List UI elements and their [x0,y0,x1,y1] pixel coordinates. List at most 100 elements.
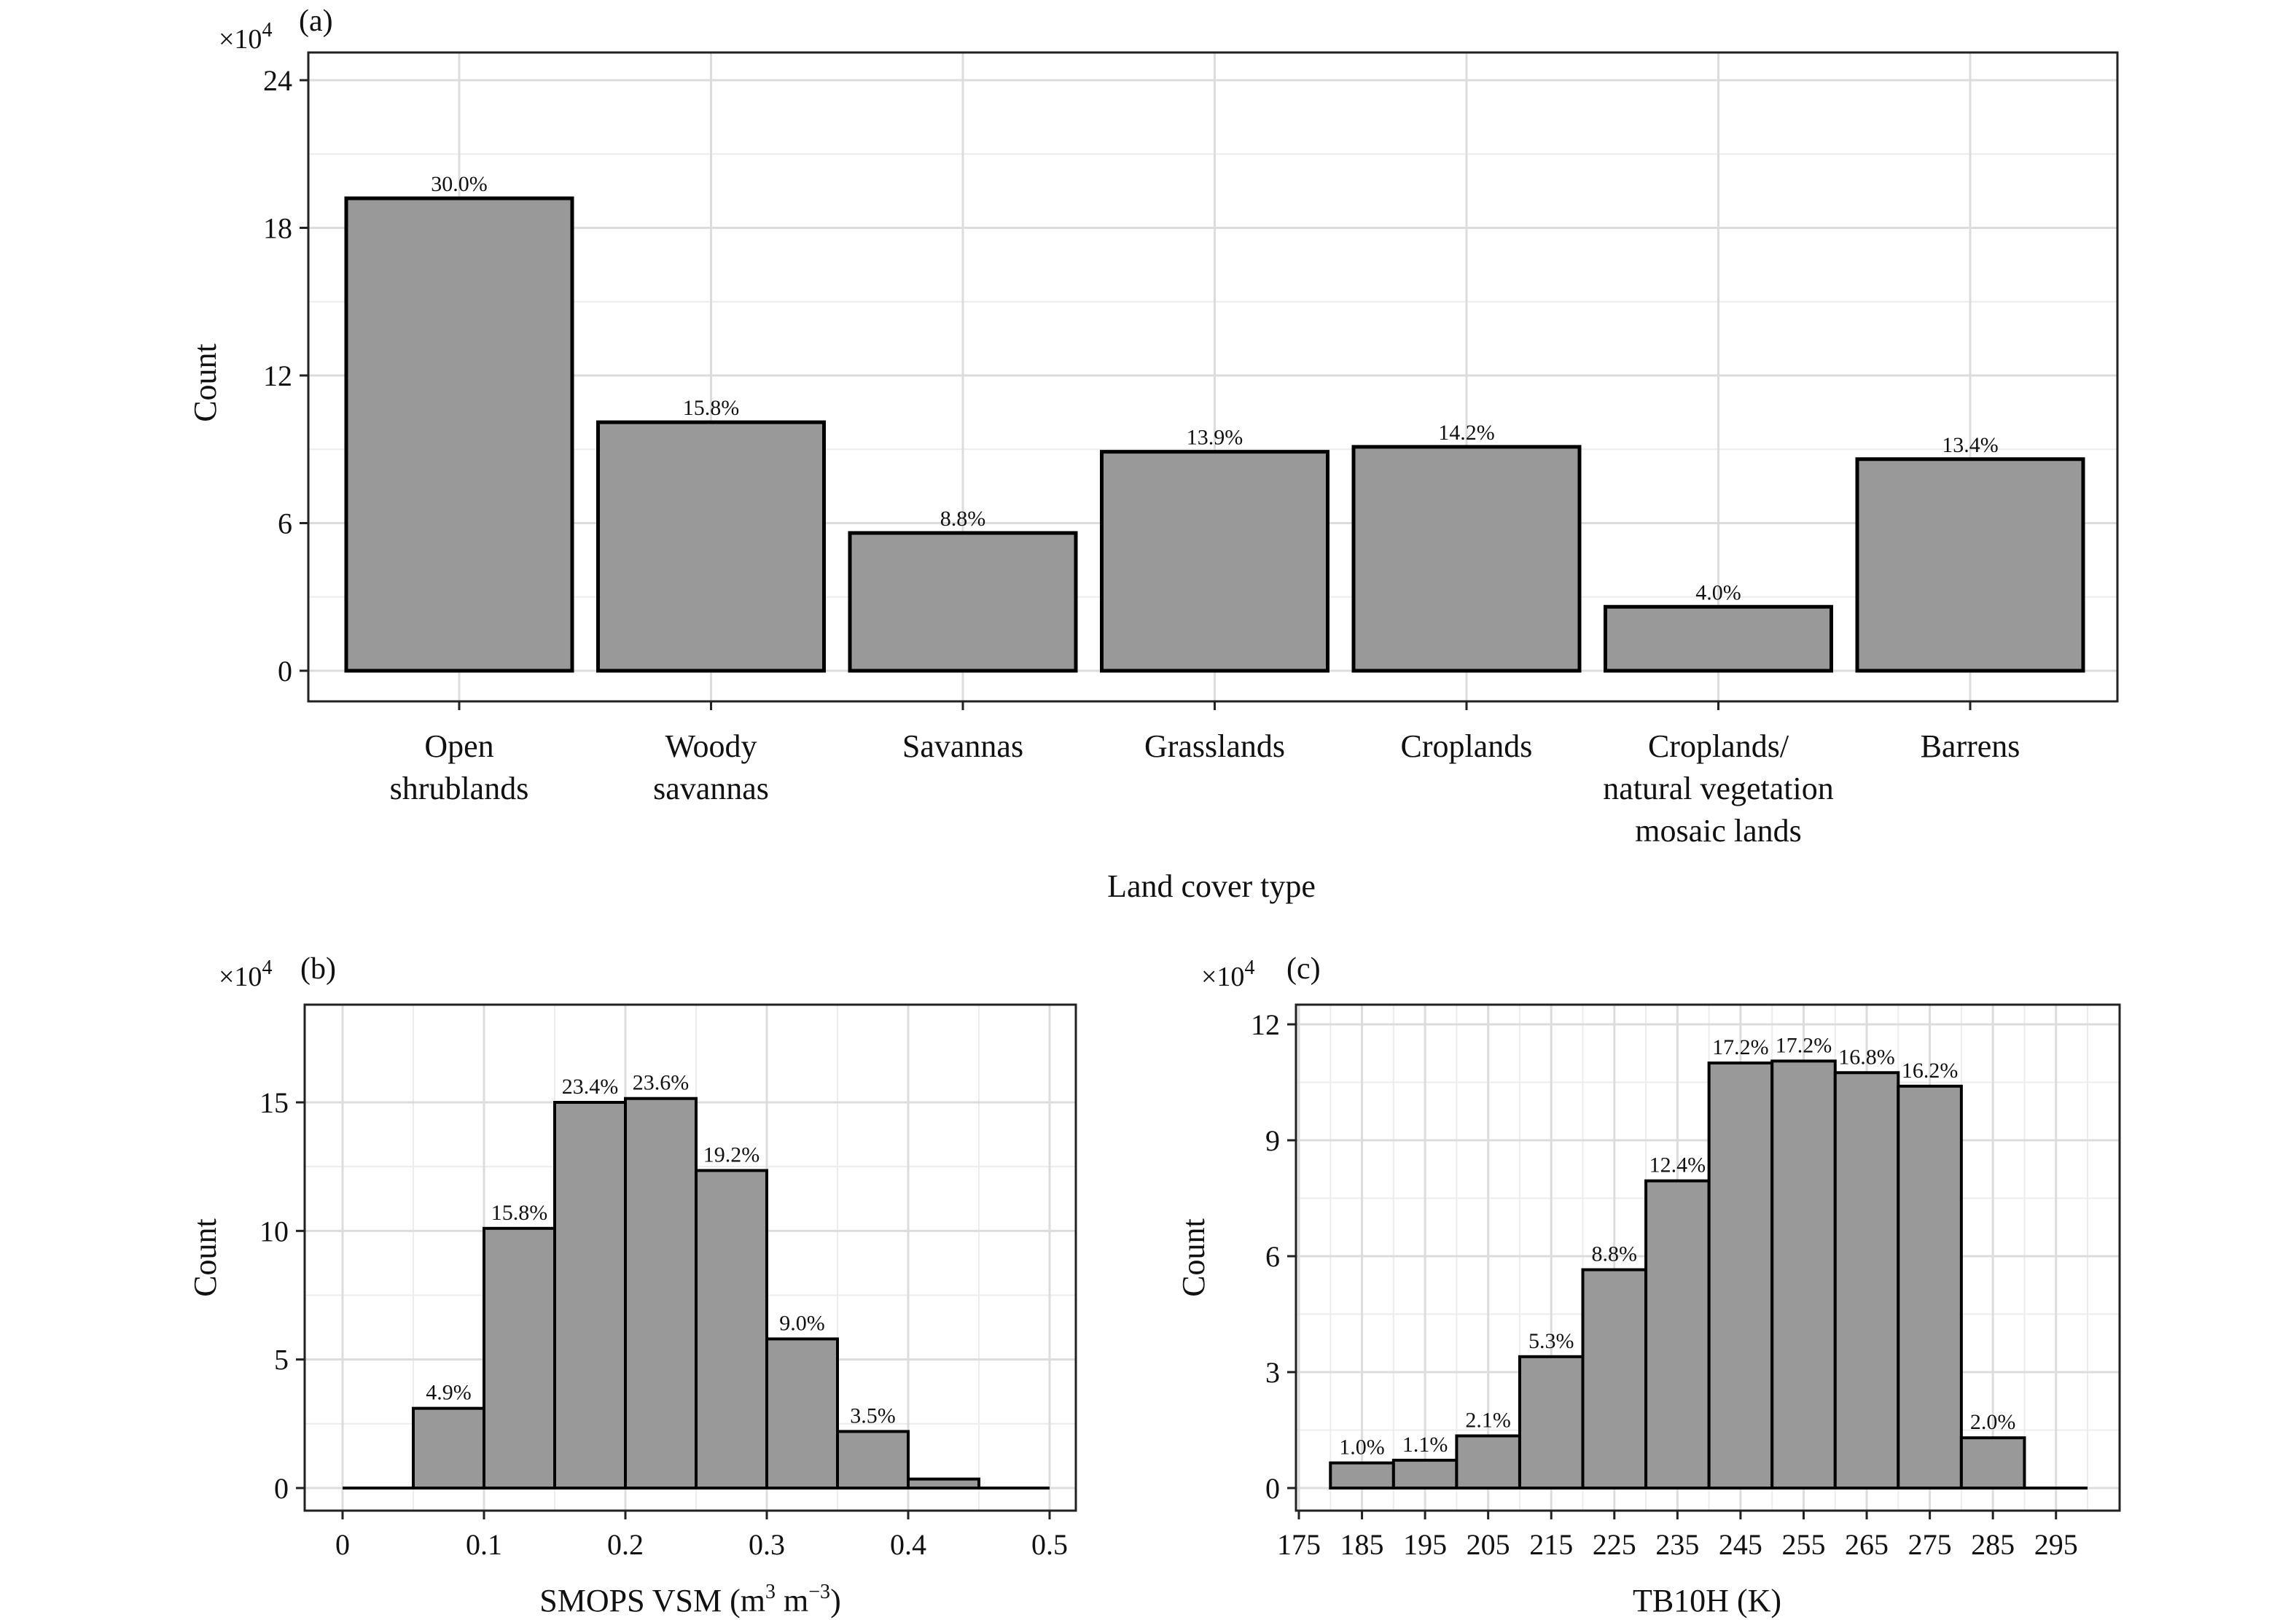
bar-value-label: 16.2% [1902,1059,1959,1083]
x-axis-title-part: SMOPS VSM (m [539,1583,765,1619]
multiplier-base: ×10 [219,24,262,55]
x-axis-title-part: 3 [765,1581,776,1603]
x-tick-label: 265 [1845,1528,1889,1561]
histogram-bar [412,1406,485,1490]
bar-value-label: 15.8% [683,396,740,420]
bar-value-label: 1.1% [1402,1433,1448,1457]
bar-value-label: 4.0% [1695,580,1741,604]
bar-value-label: 1.0% [1339,1436,1385,1460]
panel-label: (a) [299,4,333,38]
x-tick-label: 0.4 [890,1528,926,1561]
y-tick-label: 0 [274,1472,289,1505]
bar-value-label: 12.4% [1649,1153,1706,1177]
x-tick-label: Savannas [902,728,1023,764]
x-tick-label: 245 [1719,1528,1762,1561]
panel-label: (c) [1286,952,1321,986]
plot-border [1295,1003,2121,1512]
x-tick-label: 295 [2034,1528,2078,1561]
bar-value-label: 15.8% [491,1201,548,1225]
bar [848,531,1078,673]
y-axis-title: Count [1176,1218,1211,1297]
x-tick-label: Open [424,728,493,764]
y-tick-label: 15 [259,1086,289,1119]
bar-value-label: 13.4% [1942,433,1999,457]
bar-value-label: 30.0% [431,172,488,196]
histogram-bar [1707,1062,1774,1489]
histogram-bar [483,1226,556,1489]
x-tick-label: 0 [335,1528,350,1561]
bar-value-label: 8.8% [1592,1242,1638,1266]
x-tick-label: 175 [1277,1528,1321,1561]
y-tick-label: 9 [1265,1124,1280,1157]
x-tick-label: Croplands/ [1648,728,1789,764]
x-tick-label: Barrens [1921,728,2020,764]
histogram-bar [1581,1268,1648,1490]
y-tick-label: 10 [259,1215,289,1247]
y-tick-label: 12 [263,359,292,392]
histogram-bar [1959,1436,2026,1489]
histogram-bar [553,1101,627,1489]
y-axis-title: Count [187,343,223,422]
multiplier-base: ×10 [219,962,262,992]
y-tick-label: 6 [278,507,292,540]
bar [344,196,574,673]
histogram-bar [1455,1434,1521,1489]
x-tick-label: 185 [1340,1528,1384,1561]
histogram-bar [624,1097,698,1489]
bar-value-label: 3.5% [850,1403,896,1428]
x-tick-label: Croplands [1401,728,1533,764]
histogram-bar [907,1477,980,1489]
x-axis-title: TB10H (K) [1633,1583,1781,1619]
panel-c: 1.0% 1.1%2.1%5.3%8.8%12.4%17.2% 17.2% 16.8%… [1176,952,2121,1619]
panel-a: 30.0% 15.8% 8.8% 13.9% 14.2% 4.0% 13.4% 0 6 12 18 2… [187,4,2119,904]
bar-value-label: 14.2% [1438,421,1495,445]
histogram-bar [765,1337,839,1490]
y-axis-title: Count [187,1218,223,1297]
bar [596,420,826,673]
bar-value-label: 13.9% [1187,426,1243,450]
x-tick-label: Woody [665,728,757,764]
x-tick-label: mosaic lands [1635,813,1802,849]
bar-value-label: 16.8% [1838,1045,1895,1069]
histogram-bar [1518,1355,1585,1490]
x-tick-label: 215 [1529,1528,1573,1561]
histogram-bar [1897,1084,1963,1490]
panel-b: 4.9% 15.8% 23.4% 23.6% 19.2% 9.0% 3.5% 0 5 10 15 0 0… [187,952,1077,1619]
bar-value-label: 2.1% [1465,1408,1511,1432]
y-multiplier: ×104 [219,19,272,55]
x-tick-label: 235 [1655,1528,1699,1561]
y-tick-label: 24 [263,64,292,97]
x-tick-label: 255 [1781,1528,1825,1561]
y-tick-label: 0 [1265,1472,1280,1505]
multiplier-base: ×10 [1201,962,1244,992]
bar-value-label: 5.3% [1528,1329,1574,1353]
bar-value-label: 17.2% [1712,1035,1769,1059]
y-tick-label: 18 [263,212,292,245]
x-axis-title-part: ) [830,1583,841,1619]
y-multiplier: ×104 [1201,957,1254,992]
y-tick-label: 3 [1265,1356,1280,1389]
x-axis-title-part: m [776,1583,808,1619]
histogram-bar [1770,1059,1837,1489]
x-tick-label: 285 [1971,1528,2015,1561]
bar [1100,450,1329,673]
x-tick-label: natural vegetation [1603,771,1833,806]
x-tick-label: 0.5 [1031,1528,1068,1561]
histogram-bar [1329,1461,1395,1490]
x-tick-label: Grasslands [1144,728,1285,764]
x-tick-label: 0.3 [749,1528,785,1561]
y-multiplier: ×104 [219,957,272,992]
x-tick-label: 0.1 [466,1528,502,1561]
x-tick-label: 275 [1908,1528,1952,1561]
x-tick-label: 205 [1467,1528,1510,1561]
histogram-bar [1391,1458,1459,1489]
x-tick-label: 195 [1403,1528,1447,1561]
bar [1855,457,2085,673]
x-axis-title: SMOPS VSM (m3 m−3) [539,1581,840,1619]
bar-value-label: 17.2% [1776,1033,1832,1057]
bar-value-label: 23.4% [562,1075,619,1099]
x-tick-label: 225 [1593,1528,1636,1561]
x-axis-title-part: −3 [808,1581,830,1603]
multiplier-exponent: 4 [1244,957,1254,979]
